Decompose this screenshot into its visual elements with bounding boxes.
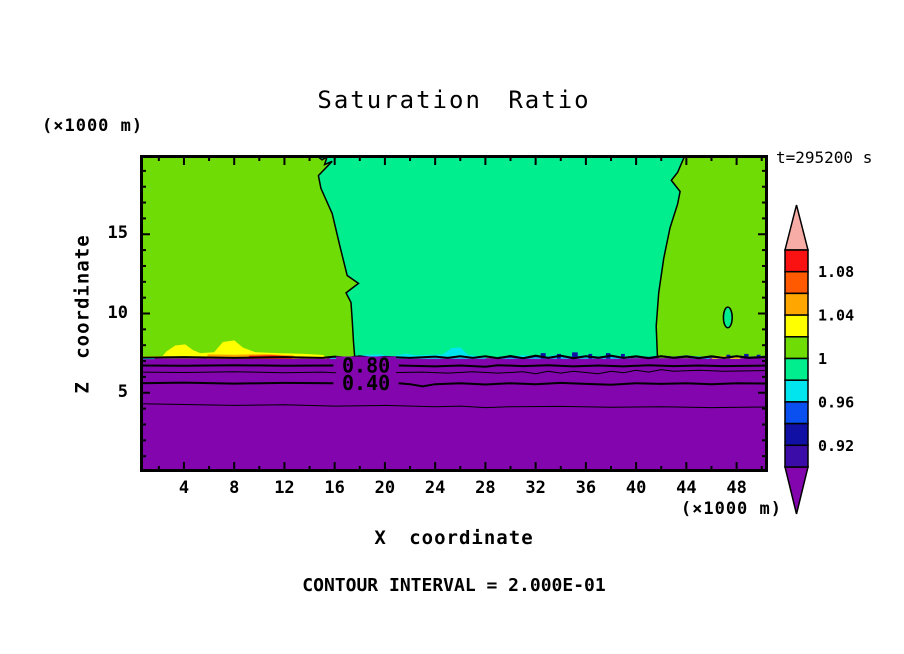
x-tick-label: 4 <box>178 478 190 498</box>
x-axis-unit-label: (×1000 m) <box>680 499 782 519</box>
navy-speck <box>744 353 749 359</box>
y-axis-unit-label: (×1000 m) <box>42 116 144 136</box>
contour-line <box>140 381 334 385</box>
navy-speck <box>621 353 625 359</box>
x-tick-label: 16 <box>324 478 345 498</box>
plot-frame <box>140 155 768 472</box>
navy-speck <box>540 353 546 359</box>
contour-line <box>140 364 334 367</box>
contour-label: 0.80 <box>342 353 390 377</box>
contour-line <box>140 403 768 409</box>
region-purple <box>140 358 768 472</box>
streak-yellow <box>140 340 328 359</box>
navy-speck <box>572 352 578 359</box>
y-tick-label: 15 <box>107 223 128 244</box>
x-axis-name: X coordinate <box>374 527 534 549</box>
x-tick-label: 20 <box>374 478 396 498</box>
streak-cyan <box>357 347 487 359</box>
contour-line <box>398 364 768 368</box>
contour-plot: 0.800.40 <box>140 155 768 472</box>
contour-line-1.0-right <box>655 155 686 359</box>
colorbar-segment <box>784 401 809 425</box>
colorbar-segment <box>784 292 809 316</box>
x-tick-label: 36 <box>575 478 597 498</box>
colorbar-segment <box>784 357 809 381</box>
x-tick-label: 8 <box>229 478 240 498</box>
colorbar-tick-label: 1 <box>818 350 827 368</box>
colorbar-segment <box>784 444 809 468</box>
x-tick-label: 24 <box>424 478 446 498</box>
contour-label-bg <box>336 356 397 375</box>
colorbar-segment <box>784 270 809 295</box>
colorbar-over-arrow <box>784 204 809 251</box>
teal-blob <box>722 306 733 329</box>
x-tick-label: 12 <box>274 478 295 498</box>
colorbar-segment <box>784 422 809 447</box>
y-tick-label: 10 <box>107 302 128 323</box>
colorbar-tick-label: 0.96 <box>818 393 854 411</box>
contour-line-1.0-left <box>315 155 360 359</box>
time-label: t=295200 s <box>776 148 873 167</box>
region-teal <box>315 155 686 359</box>
colorbar-segment <box>784 249 809 273</box>
x-tick-label: 28 <box>475 478 496 498</box>
colorbar: 1.08 1.04 1 0.96 0.92 <box>784 204 854 515</box>
x-tick-label: 40 <box>625 478 647 498</box>
colorbar-segment <box>784 336 809 360</box>
page-title: Saturation Ratio <box>317 86 591 114</box>
x-tick-label: 44 <box>676 478 697 498</box>
contour-line <box>398 381 768 388</box>
colorbar-segment <box>784 379 809 403</box>
y-tick-label: 5 <box>117 381 128 402</box>
contour-label: 0.40 <box>342 371 390 395</box>
contour-interval-label: CONTOUR INTERVAL = 2.000E-01 <box>302 575 606 596</box>
colorbar-under-arrow <box>784 466 809 515</box>
colorbar-tick-label: 1.08 <box>818 263 854 281</box>
contour-line <box>140 369 768 375</box>
x-tick-label: 32 <box>525 478 546 498</box>
colorbar-tick-label: 1.04 <box>818 307 854 325</box>
colorbar-segment <box>784 314 809 338</box>
contour-label-bg <box>336 374 397 393</box>
colorbar-tick-label: 0.92 <box>818 437 854 455</box>
x-tick-label: 48 <box>726 478 747 498</box>
